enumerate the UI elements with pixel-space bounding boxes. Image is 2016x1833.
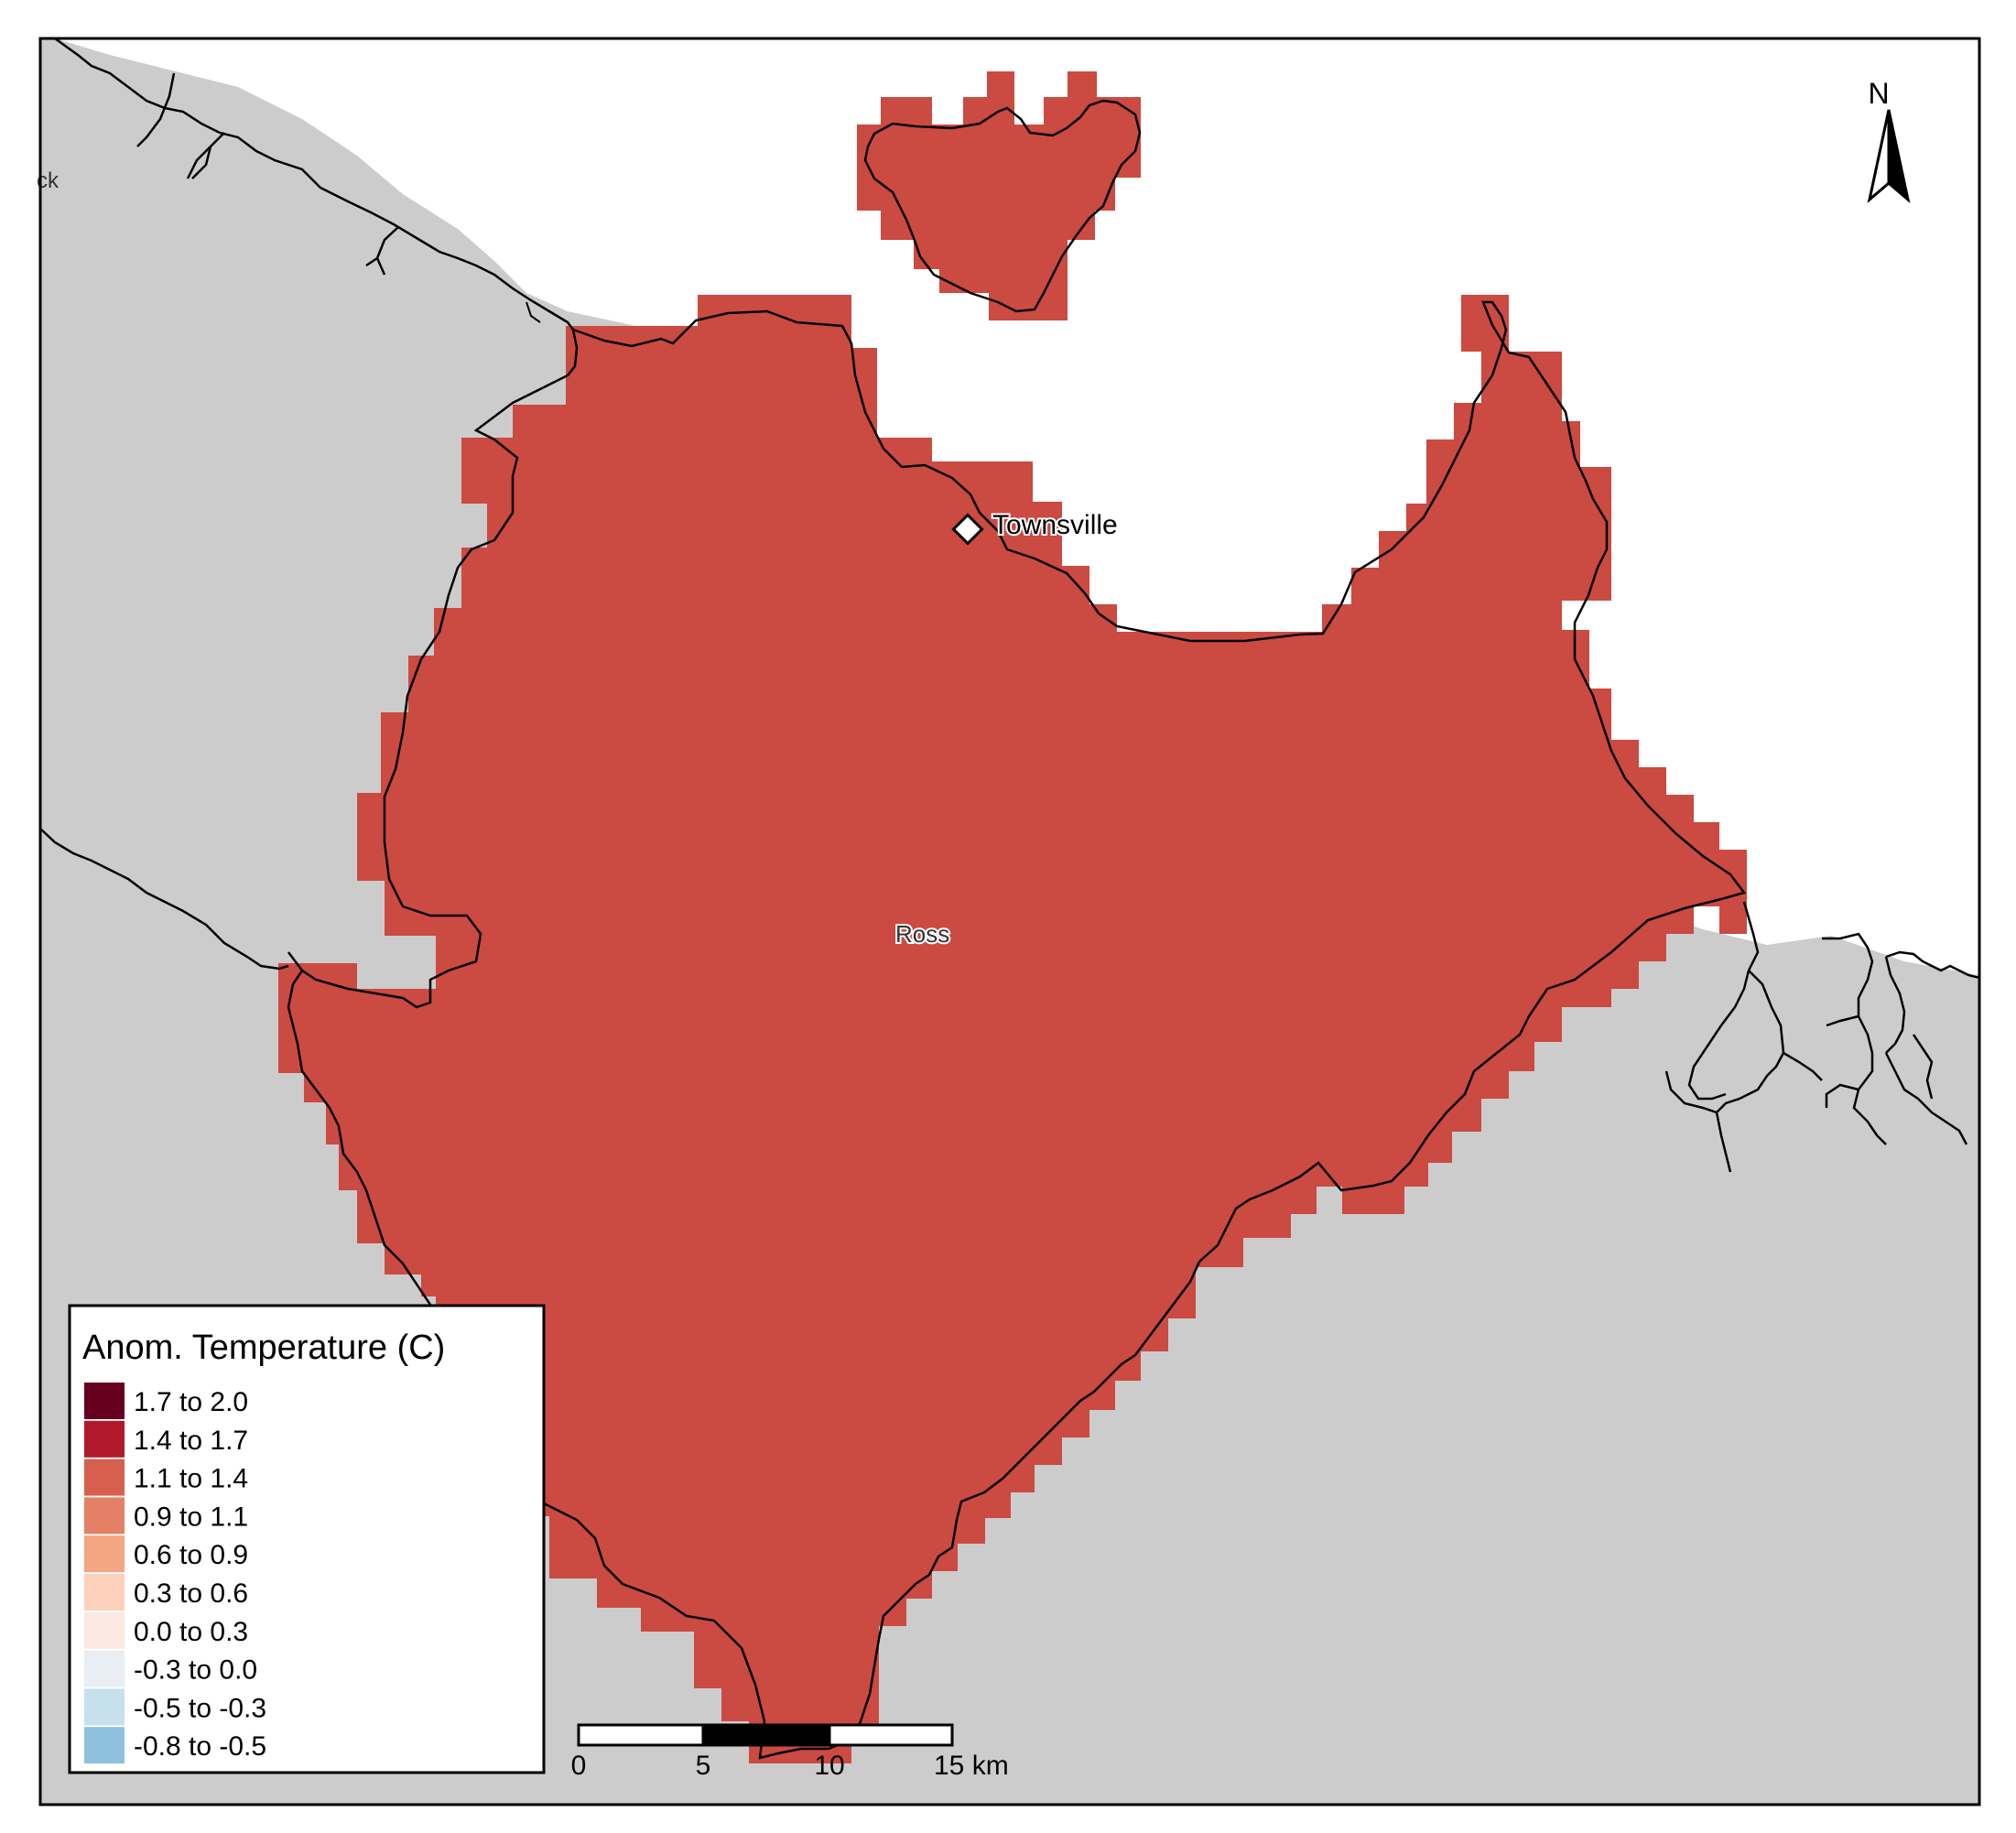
- north-arrow-label: N: [1868, 77, 1889, 110]
- legend-swatch: [84, 1535, 125, 1573]
- legend-swatch: [84, 1383, 125, 1419]
- shire-boundary-west: [39, 828, 289, 971]
- island-raster: [857, 71, 1141, 320]
- legend-swatch: [84, 1688, 125, 1726]
- river-southeast-1: [1687, 901, 1760, 1101]
- legend-label: 0.9 to 1.1: [134, 1502, 248, 1532]
- legend-box: [68, 1304, 546, 1774]
- legend-label: 0.6 to 0.9: [134, 1540, 248, 1570]
- legend-label: 1.7 to 2.0: [134, 1387, 248, 1417]
- river-east-2: [1912, 1034, 1934, 1100]
- river-northwest-3: [365, 226, 399, 276]
- estuary-east-2: [1885, 950, 1980, 980]
- scale-tick-5: 5: [696, 1751, 711, 1781]
- legend-label: -0.5 to -0.3: [134, 1693, 266, 1723]
- legend-swatch: [84, 1497, 125, 1535]
- island-boundary: [863, 99, 1142, 313]
- river-northwest-1: [136, 72, 176, 147]
- map-frame-border: [38, 37, 1981, 1806]
- river-southeast-3: [1664, 1070, 1718, 1114]
- scale-bar-segment-1: [577, 1723, 705, 1747]
- ross-label-halo: Ross: [895, 920, 949, 948]
- river-east-3: [1825, 1014, 1859, 1108]
- legend-items: 1.7 to 2.0 1.4 to 1.7 1.1 to 1.4 0.9 to 1.1…: [84, 1383, 266, 1764]
- scale-bar-segment-2: [701, 1723, 831, 1747]
- river-northwest-4: [526, 301, 541, 323]
- north-arrow-right-half: [1887, 109, 1911, 204]
- legend-swatch: [84, 1459, 125, 1496]
- scale-tick-15: 15 km: [934, 1751, 1009, 1781]
- river-northwest-2: [186, 132, 225, 179]
- river-southeast-2: [1715, 970, 1785, 1173]
- legend-swatch: [84, 1611, 125, 1649]
- legend-title: Anom. Temperature (C): [82, 1329, 445, 1367]
- scale-bar: 0 5 10 15 km: [571, 1723, 1009, 1781]
- legend-swatch: [84, 1727, 125, 1764]
- river-southeast-4: [1783, 1051, 1823, 1081]
- legend-swatch: [84, 1574, 125, 1611]
- north-arrow: N: [1867, 77, 1911, 204]
- river-east-1: [1884, 1052, 1968, 1145]
- estuary-east-3: [1884, 956, 1906, 1054]
- legend-swatch: [84, 1650, 125, 1687]
- scale-tick-10: 10: [814, 1751, 844, 1781]
- legend: Anom. Temperature (C) 1.7 to 2.0 1.4 to 1…: [68, 1304, 546, 1774]
- legend-label: 0.0 to 0.3: [134, 1617, 248, 1647]
- estuary-east-1: [1822, 932, 1887, 1145]
- legend-label: 1.1 to 1.4: [134, 1464, 248, 1494]
- ross-label: Ross: [895, 920, 949, 948]
- ross-region-raster: [278, 295, 1747, 1763]
- scale-bar-segment-3: [828, 1723, 954, 1747]
- legend-label: 1.4 to 1.7: [134, 1426, 248, 1456]
- ross-region-boundary: [287, 300, 1747, 1760]
- legend-label: -0.3 to 0.0: [134, 1655, 257, 1686]
- coastline-northwest: [54, 37, 574, 331]
- legend-label: -0.8 to -0.5: [134, 1731, 266, 1762]
- legend-swatch: [84, 1420, 125, 1458]
- townsville-label-text: Townsville: [992, 510, 1118, 540]
- townsville-label: Townsville: [992, 510, 1118, 540]
- townsville-marker: [951, 513, 984, 546]
- scale-tick-0: 0: [571, 1751, 587, 1781]
- legend-label: 0.3 to 0.6: [134, 1578, 248, 1609]
